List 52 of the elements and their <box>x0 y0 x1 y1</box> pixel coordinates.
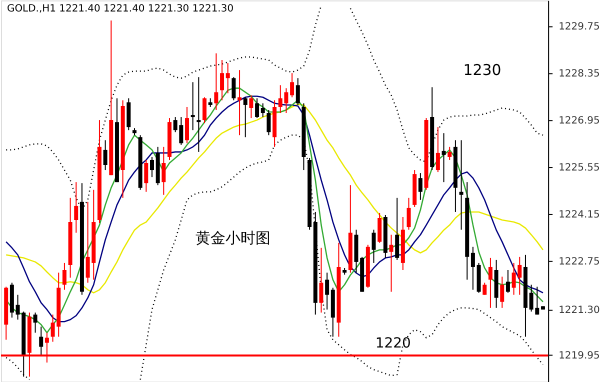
y-tick-label: 1219.95 <box>558 350 600 362</box>
y-tick-label: 1225.55 <box>558 162 600 174</box>
candlestick <box>406 197 411 230</box>
candlestick <box>378 212 382 244</box>
candlestick <box>202 96 207 124</box>
candlestick <box>196 76 201 152</box>
y-tick-label: 1228.35 <box>558 68 600 80</box>
annotation: 黄金小时图 <box>196 228 271 247</box>
candlestick <box>232 76 236 101</box>
candlestick <box>243 96 248 138</box>
candlestick <box>103 140 108 171</box>
candlestick <box>482 282 487 296</box>
candlestick <box>389 234 394 292</box>
candlestick <box>418 172 422 200</box>
candlestick <box>290 72 294 98</box>
candlestick <box>74 182 78 234</box>
candlestick <box>255 98 260 119</box>
y-tick-label: 1221.30 <box>558 305 600 316</box>
y-tick-label: 1222.75 <box>558 256 600 268</box>
candlestick <box>296 78 300 106</box>
candlestick <box>33 312 38 334</box>
annotation: 1230 <box>463 61 502 80</box>
candlestick <box>436 126 440 173</box>
candlestick <box>162 146 166 196</box>
candlestick <box>260 102 265 118</box>
candlestick <box>459 140 464 230</box>
candlestick <box>470 246 475 290</box>
candlestick <box>62 262 66 290</box>
candlestick <box>325 272 330 310</box>
y-tick-label: 1226.95 <box>558 116 600 127</box>
candlestick <box>448 146 452 160</box>
candlestick <box>266 110 271 136</box>
candlestick <box>319 247 324 314</box>
candlestick <box>395 197 400 260</box>
candlestick <box>144 159 148 192</box>
candlestick <box>150 156 154 178</box>
candlestick <box>488 257 492 308</box>
candlestick <box>226 62 230 94</box>
candlestick <box>238 70 242 136</box>
candlestick <box>506 269 510 294</box>
candlestick <box>185 106 190 144</box>
candlestick <box>190 82 195 131</box>
candlestick <box>500 276 504 308</box>
chart-title: GOLD.,H1 1221.40 1221.40 1221.30 1221.30 <box>6 3 234 14</box>
y-tick-label: 1224.15 <box>558 209 600 220</box>
candlestick <box>214 52 218 110</box>
candlestick <box>220 60 224 101</box>
candlestick <box>442 132 446 183</box>
candlestick <box>39 326 44 358</box>
ref-line-label: 1220 <box>375 336 411 352</box>
y-tick-label: 1229.75 <box>558 22 600 33</box>
candlestick <box>249 94 254 119</box>
